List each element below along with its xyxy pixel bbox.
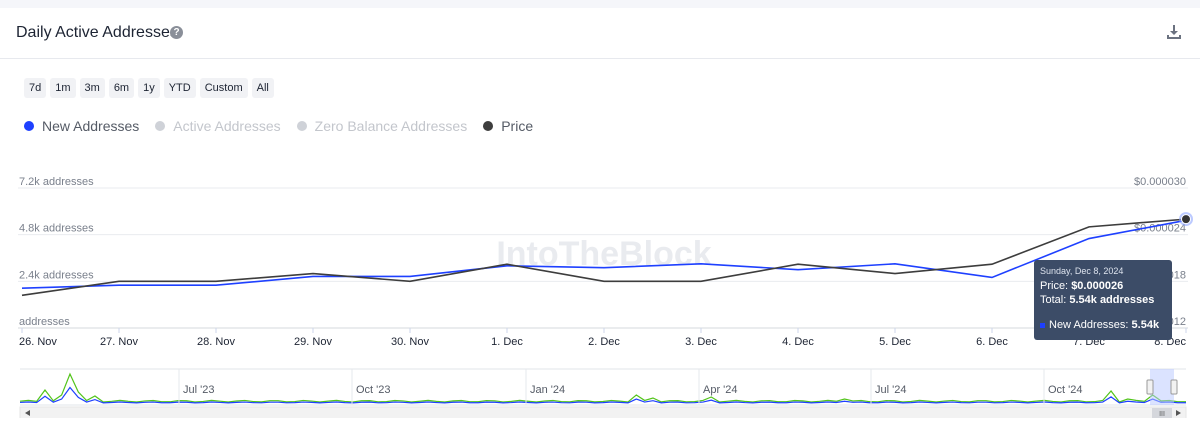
x-tick-label: 29. Nov	[294, 336, 332, 348]
range-all-button[interactable]: All	[251, 78, 274, 98]
hover-marker-price	[1181, 214, 1191, 225]
navigator-scrollbar-track	[19, 406, 1187, 418]
y-tick-label: 2.4k addresses	[19, 269, 94, 281]
legend-marker	[155, 121, 166, 131]
range-6m-button[interactable]: 6m	[108, 78, 135, 98]
navigator-label: Apr '24	[703, 384, 738, 396]
y-tick-label: 4.8k addresses	[19, 223, 94, 235]
legend-item-zero-balance-addresses[interactable]: Zero Balance Addresses	[296, 118, 468, 134]
x-tick-label: 28. Nov	[197, 336, 235, 348]
help-icon[interactable]: ?	[170, 26, 183, 39]
range-7d-button[interactable]: 7d	[24, 78, 47, 98]
x-tick-label: 4. Dec	[782, 336, 814, 348]
x-tick-label: 26. Nov	[19, 336, 57, 348]
card-header: Daily Active Addresses ?	[0, 8, 1200, 59]
tooltip-total: Total: 5.54k addresses	[1040, 294, 1155, 306]
legend-marker	[296, 121, 307, 131]
navigator-label: Oct '23	[356, 384, 391, 396]
chart-title: Daily Active Addresses	[16, 24, 178, 41]
navigator-label: Oct '24	[1048, 384, 1083, 396]
range-3m-button[interactable]: 3m	[79, 78, 105, 98]
tooltip: Sunday, Dec 8, 2024 Price: $0.000026 Tot…	[1034, 260, 1172, 340]
legend-marker	[24, 121, 34, 131]
range-custom-button[interactable]: Custom	[199, 78, 248, 98]
x-tick-label: 1. Dec	[491, 336, 523, 348]
tooltip-date: Sunday, Dec 8, 2024	[1040, 266, 1124, 276]
y-tick-label: addresses	[19, 316, 70, 328]
legend-item-price[interactable]: Price	[483, 118, 533, 134]
navigator-scrollbar-thumb	[1152, 408, 1172, 418]
range-1y-button[interactable]: 1y	[138, 78, 160, 98]
chart-card: Daily Active Addresses ? 7d 1m 3m 6m 1y …	[0, 8, 1200, 433]
range-1m-button[interactable]: 1m	[50, 78, 76, 98]
legend-label: Zero Balance Addresses	[314, 118, 468, 134]
legend-label: Price	[501, 118, 534, 134]
legend-marker	[483, 121, 494, 131]
x-tick-label: 6. Dec	[976, 336, 1008, 348]
download-icon[interactable]	[1166, 24, 1182, 40]
navigator-series-new	[19, 386, 1187, 404]
navigator-series-active	[19, 372, 1187, 403]
x-tick-label: 5. Dec	[879, 336, 911, 348]
y-tick-label-right: $0.000030	[1134, 176, 1186, 188]
series-line-new-addresses	[21, 219, 1187, 289]
legend-item-new-addresses[interactable]: New Addresses	[24, 118, 139, 134]
tooltip-new-addresses: New Addresses: 5.54k	[1040, 319, 1159, 331]
x-tick-label: 2. Dec	[588, 336, 620, 348]
scrollbar-grip-icon: III	[1159, 411, 1165, 418]
navigator-selection	[1150, 369, 1174, 405]
legend-label: New Addresses	[42, 118, 140, 134]
navigator-label: Jan '24	[530, 384, 565, 396]
y-tick-label: 7.2k addresses	[19, 176, 94, 188]
legend-label: Active Addresses	[173, 118, 281, 134]
y-tick-label-right: $0.000024	[1134, 223, 1186, 235]
navigator-label: Jul '23	[183, 384, 214, 396]
navigator-handle-left	[1146, 379, 1154, 395]
navigator-label: Jul '24	[875, 384, 906, 396]
navigator-handle-right	[1170, 379, 1178, 395]
x-tick-label: 27. Nov	[100, 336, 138, 348]
x-tick-label: 3. Dec	[685, 336, 717, 348]
scroll-right-icon	[1176, 410, 1181, 416]
tooltip-price: Price: $0.000026	[1040, 280, 1124, 292]
x-tick-label: 30. Nov	[391, 336, 429, 348]
chart-legend: New Addresses Active Addresses Zero Bala…	[24, 118, 533, 134]
series-line-price	[21, 218, 1187, 297]
navigator[interactable]: Jul '23 Oct '23 Jan '24 Apr '24 Jul '24 Oct '…	[0, 363, 1200, 418]
range-selector: 7d 1m 3m 6m 1y YTD Custom All	[24, 78, 274, 98]
legend-item-active-addresses[interactable]: Active Addresses	[155, 118, 281, 134]
range-ytd-button[interactable]: YTD	[163, 78, 196, 98]
scroll-left-icon	[25, 410, 30, 416]
